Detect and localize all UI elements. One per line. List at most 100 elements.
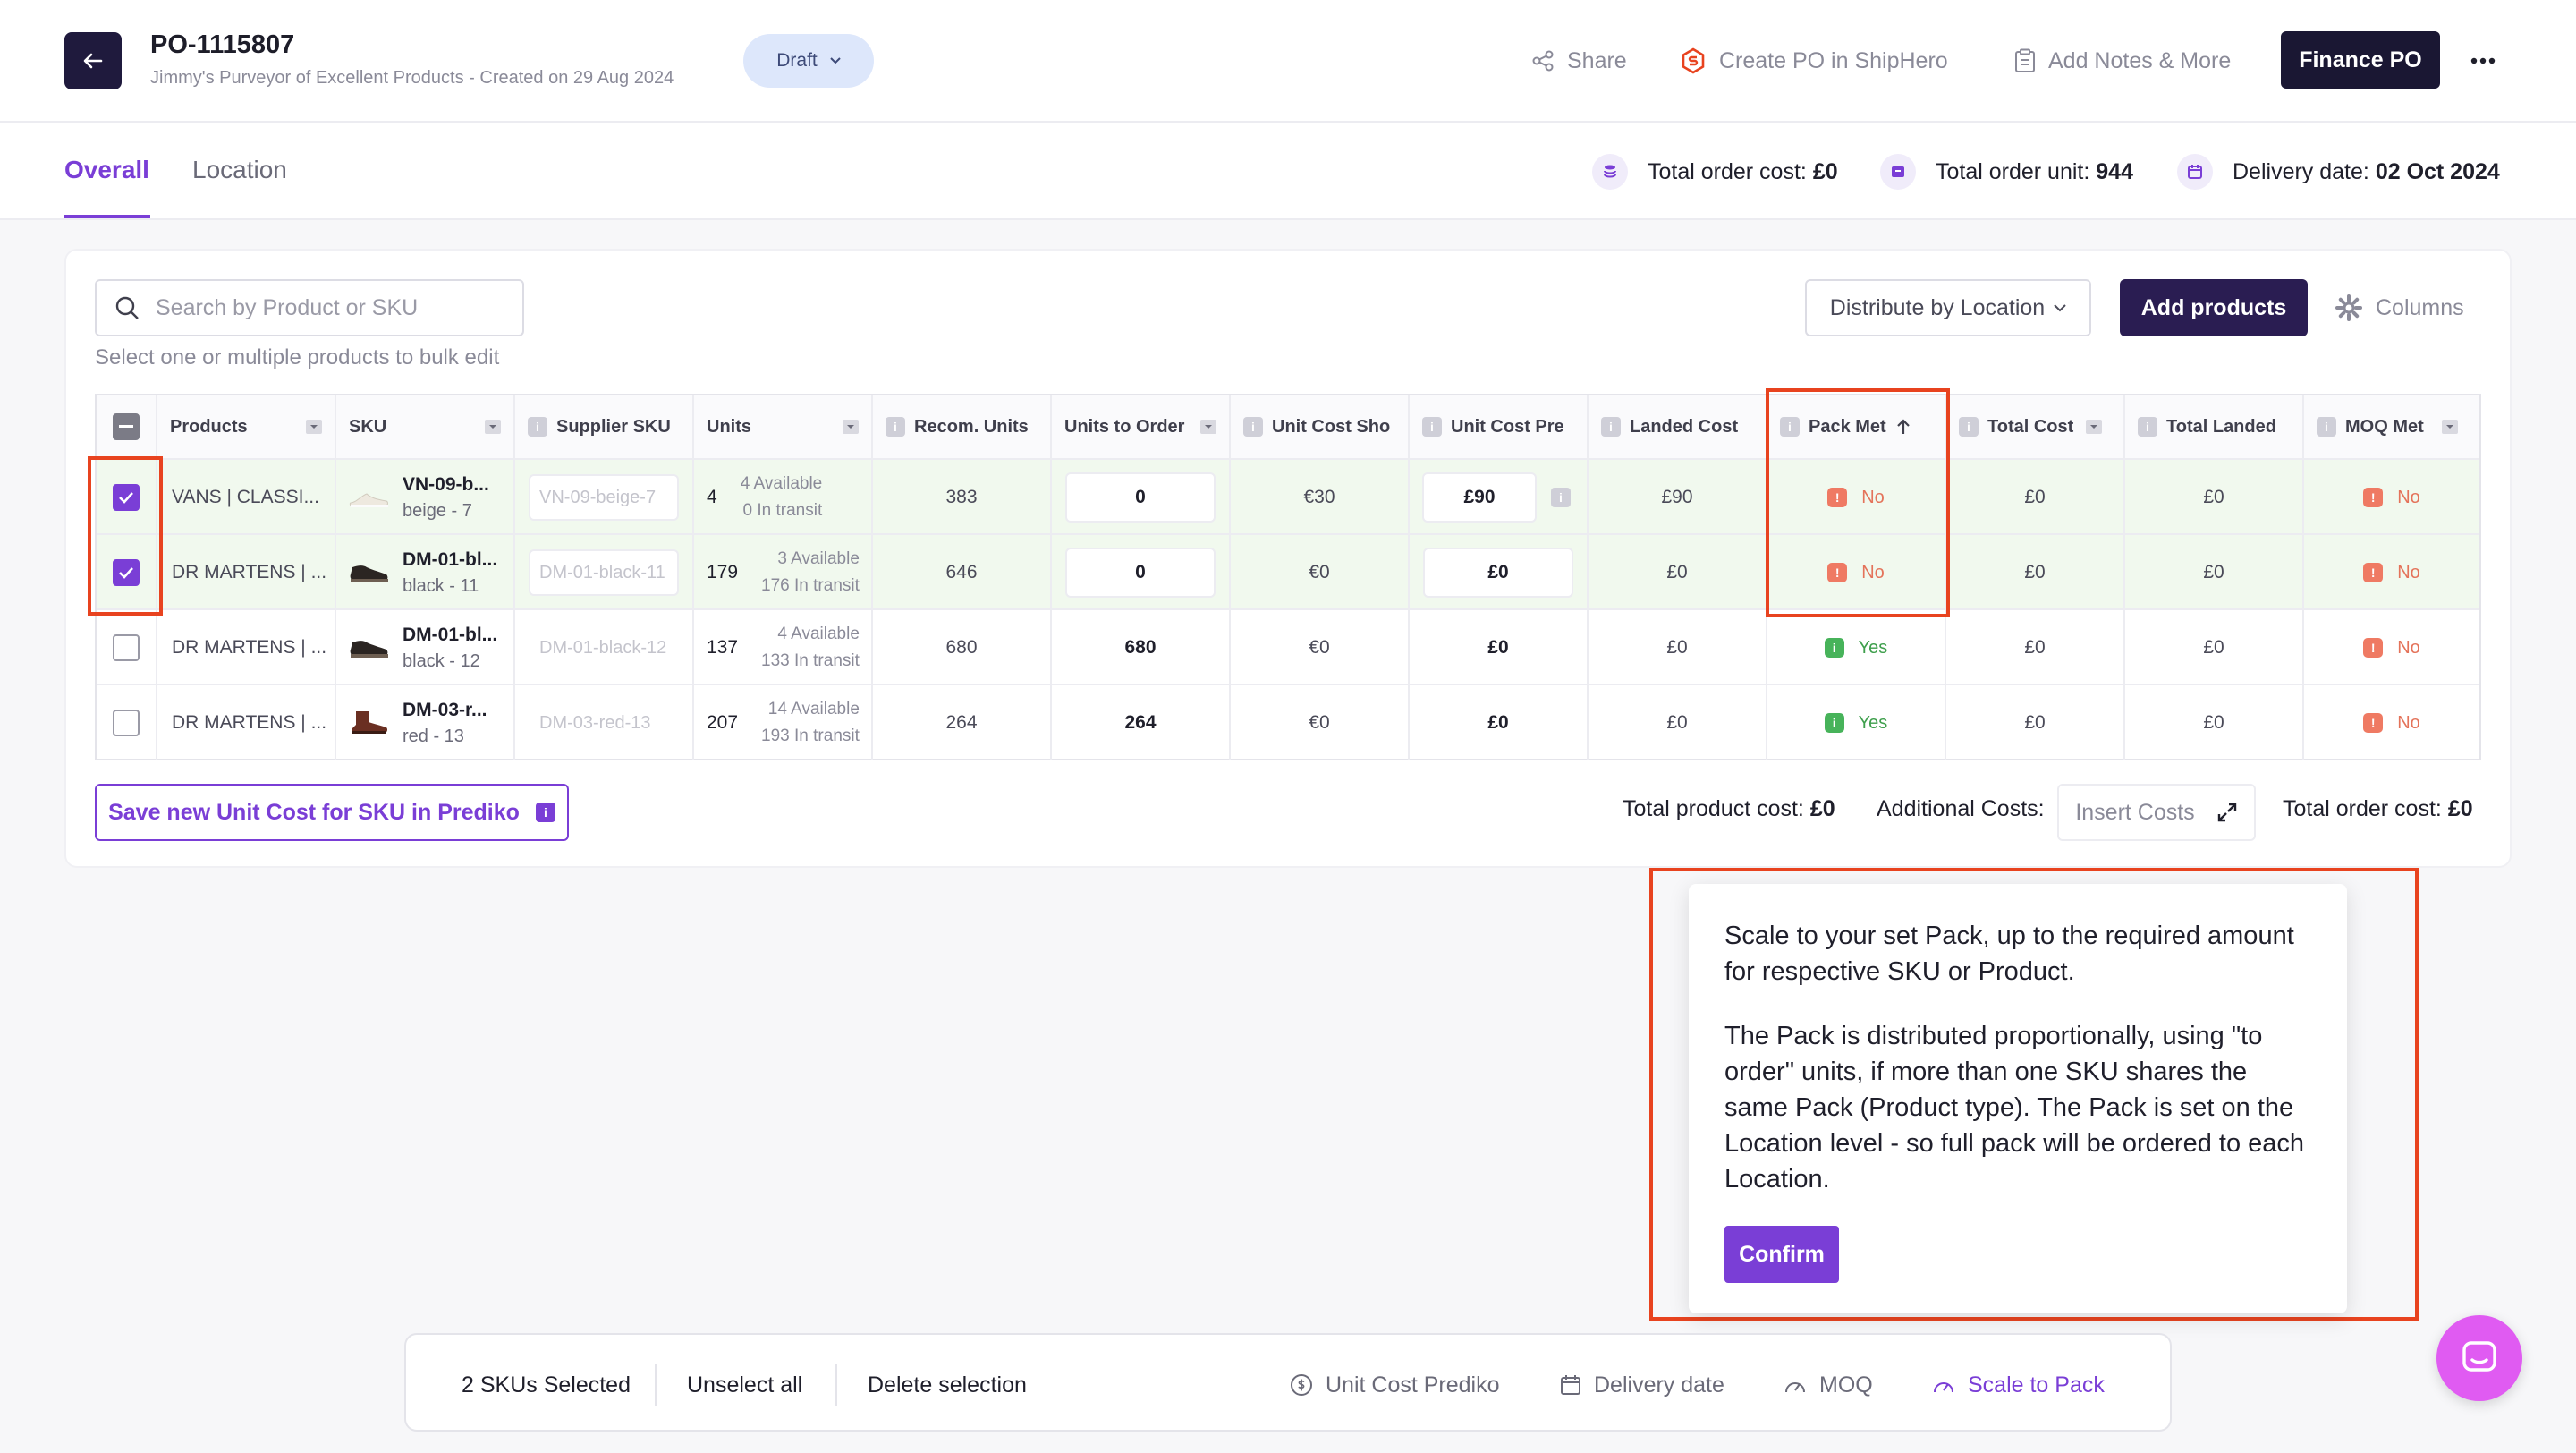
row-checkbox[interactable] — [113, 484, 140, 511]
search-box[interactable] — [95, 279, 524, 336]
col-header-supplier-sku[interactable]: i Supplier SKU — [515, 395, 694, 458]
table-row[interactable]: DR MARTENS | ... DM-01-bl... black - 12 D… — [97, 608, 2479, 685]
pack-met-value: No — [1861, 562, 1885, 582]
order-cost-label: Total order cost: — [2283, 796, 2442, 821]
product-name[interactable]: DR MARTENS | ... — [157, 535, 336, 610]
table-row[interactable]: DR MARTENS | ... DM-01-bl... black - 11 D… — [97, 533, 2479, 610]
sku-variant: red - 13 — [402, 726, 464, 746]
landed-cost: £0 — [1589, 535, 1767, 610]
unit-cost-prediko-button[interactable]: Unit Cost Prediko — [1290, 1367, 1500, 1403]
annotation-selected-checkboxes — [88, 456, 163, 616]
summary-total-unit: Total order unit: 944 — [1880, 152, 2133, 191]
bulk-action-bar: 2 SKUs Selected Unselect all Delete sele… — [404, 1333, 2172, 1432]
total-landed: £0 — [2125, 460, 2304, 535]
table-row[interactable]: VANS | CLASSI... VN-09-b... beige - 7 VN-… — [97, 458, 2479, 535]
table-row[interactable]: DR MARTENS | ... DM-03-r... red - 13 DM-0… — [97, 684, 2479, 760]
col-header-moq-met[interactable]: i MOQ Met — [2304, 395, 2479, 458]
calendar-icon — [1561, 1375, 1580, 1395]
tabs-bar: Overall Location Total order cost: £0 To… — [0, 123, 2576, 220]
box-icon — [1880, 154, 1916, 190]
scale-to-pack-button[interactable]: Scale to Pack — [1932, 1367, 2105, 1403]
col-header-total-cost[interactable]: i Total Cost — [1946, 395, 2125, 458]
col-header-total-landed[interactable]: i Total Landed — [2125, 395, 2304, 458]
chat-launcher-button[interactable] — [2436, 1315, 2522, 1401]
col-header-unit-cost-sho[interactable]: i Unit Cost Sho — [1231, 395, 1410, 458]
sku-code: DM-01-bl... — [402, 548, 498, 570]
supplier-sku-input[interactable]: DM-01-black-11 — [529, 549, 679, 596]
info-icon[interactable]: i — [1551, 488, 1571, 507]
col-header-units[interactable]: Units — [694, 395, 873, 458]
add-notes-button[interactable]: Add Notes & More — [2014, 39, 2231, 82]
col-label: MOQ Met — [2345, 416, 2424, 437]
tab-overall[interactable]: Overall — [64, 156, 149, 183]
unit-cost-pre-input[interactable]: £0 — [1423, 548, 1573, 598]
insert-costs-button[interactable]: Insert Costs — [2057, 784, 2256, 841]
select-all-checkbox[interactable] — [113, 413, 140, 440]
row-checkbox[interactable] — [113, 634, 140, 661]
pack-met-flag: ! No — [1827, 488, 1885, 508]
col-header-products[interactable]: Products — [157, 395, 336, 458]
order-cost-value: £0 — [2447, 796, 2473, 821]
moq-button[interactable]: MOQ — [1784, 1367, 1873, 1403]
additional-costs-label: Additional Costs: — [1877, 796, 2045, 821]
product-name[interactable]: DR MARTENS | ... — [157, 610, 336, 685]
distribute-by-location-dropdown[interactable]: Distribute by Location — [1805, 279, 2091, 336]
moq-met-flag: ! No — [2363, 713, 2420, 734]
product-name[interactable]: DR MARTENS | ... — [157, 685, 336, 760]
status-dropdown[interactable]: Draft — [743, 34, 874, 88]
dollar-circle-icon — [1291, 1374, 1312, 1396]
alert-icon: ! — [1827, 488, 1848, 507]
boot-thumbnail — [350, 641, 388, 658]
sort-caret-icon[interactable] — [306, 420, 322, 434]
coins-icon — [1592, 154, 1628, 190]
units-to-order-input[interactable]: 0 — [1065, 472, 1216, 523]
sku-cell[interactable]: DM-03-r... red - 13 — [336, 685, 515, 760]
save-unit-cost-button[interactable]: Save new Unit Cost for SKU in Prediko i — [95, 784, 569, 841]
col-header-units-to-order[interactable]: Units to Order — [1052, 395, 1231, 458]
row-checkbox[interactable] — [113, 710, 140, 736]
product-name[interactable]: VANS | CLASSI... — [157, 460, 336, 535]
summary-delivery-date: Delivery date: 02 Oct 2024 — [2177, 152, 2500, 191]
finance-po-button[interactable]: Finance PO — [2281, 31, 2440, 89]
delete-selection-button[interactable]: Delete selection — [868, 1372, 1027, 1398]
sort-ascending-icon[interactable] — [1895, 418, 1911, 436]
add-products-button[interactable]: Add products — [2120, 279, 2308, 336]
units-to-order-value[interactable]: 680 — [1052, 610, 1231, 685]
unit-cost-pre-value[interactable]: £0 — [1410, 610, 1589, 685]
col-header-recom-units[interactable]: i Recom. Units — [873, 395, 1052, 458]
units-to-order-value[interactable]: 264 — [1052, 685, 1231, 760]
back-button[interactable] — [64, 32, 122, 89]
supplier-sku-input[interactable]: DM-01-black-12 — [539, 637, 667, 658]
create-shiphero-button[interactable]: Create PO in ShipHero — [1680, 39, 1948, 82]
sort-caret-icon[interactable] — [2442, 420, 2458, 434]
unselect-all-button[interactable]: Unselect all — [687, 1372, 803, 1398]
col-header-sku[interactable]: SKU — [336, 395, 515, 458]
sort-caret-icon[interactable] — [485, 420, 501, 434]
unit-cost-pre-value[interactable]: £0 — [1410, 685, 1589, 760]
moq-met-value: No — [2397, 712, 2420, 733]
unit-cost-pre-input[interactable]: £90 — [1422, 472, 1537, 523]
col-header-landed-cost[interactable]: i Landed Cost — [1589, 395, 1767, 458]
sort-caret-icon[interactable] — [2086, 420, 2102, 434]
moq-met-flag: ! No — [2363, 563, 2420, 583]
units-to-order-input[interactable]: 0 — [1065, 548, 1216, 598]
sort-caret-icon[interactable] — [843, 420, 859, 434]
columns-button[interactable]: Columns — [2334, 286, 2464, 329]
tab-location[interactable]: Location — [192, 156, 287, 183]
supplier-sku-input[interactable]: VN-09-beige-7 — [529, 474, 679, 521]
sku-cell[interactable]: VN-09-b... beige - 7 — [336, 460, 515, 535]
col-header-pack-met[interactable]: i Pack Met — [1767, 395, 1946, 458]
select-all-cell — [97, 395, 157, 458]
search-input[interactable] — [156, 294, 496, 321]
sku-cell[interactable]: DM-01-bl... black - 12 — [336, 610, 515, 685]
sku-cell[interactable]: DM-01-bl... black - 11 — [336, 535, 515, 610]
divider — [835, 1364, 837, 1406]
sort-caret-icon[interactable] — [1200, 420, 1216, 434]
confirm-button[interactable]: Confirm — [1724, 1226, 1839, 1283]
delivery-date-button[interactable]: Delivery date — [1560, 1367, 1724, 1403]
share-button[interactable]: Share — [1531, 39, 1627, 82]
row-checkbox[interactable] — [113, 559, 140, 586]
supplier-sku-input[interactable]: DM-03-red-13 — [539, 712, 651, 733]
more-options-button[interactable] — [2465, 43, 2501, 79]
col-header-unit-cost-pre[interactable]: i Unit Cost Pre — [1410, 395, 1589, 458]
